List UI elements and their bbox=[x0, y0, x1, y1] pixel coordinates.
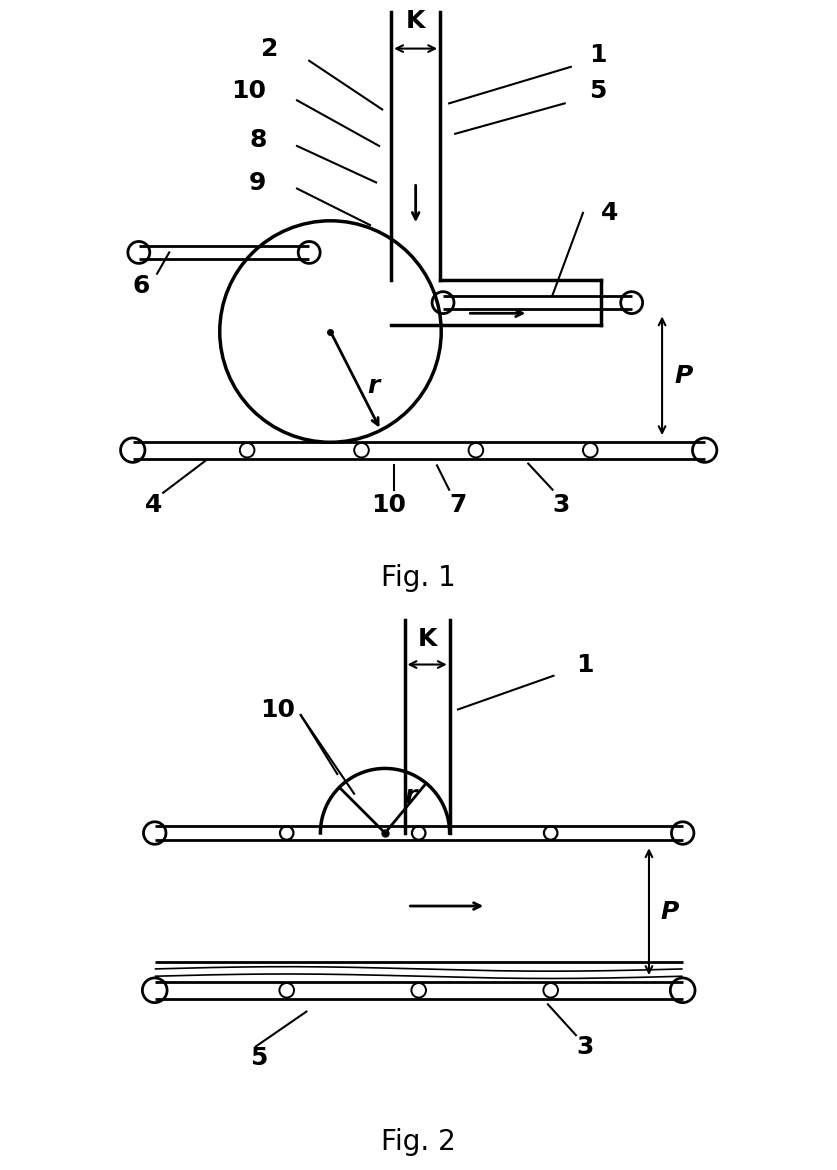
Text: 3: 3 bbox=[576, 1034, 593, 1059]
Text: K: K bbox=[417, 626, 437, 651]
Text: P: P bbox=[674, 364, 692, 388]
Text: r: r bbox=[367, 374, 379, 398]
Text: 5: 5 bbox=[588, 80, 606, 103]
Text: 6: 6 bbox=[133, 274, 150, 298]
Text: K: K bbox=[406, 9, 425, 34]
Text: 8: 8 bbox=[249, 128, 266, 152]
Text: 10: 10 bbox=[232, 80, 266, 103]
Text: Fig. 2: Fig. 2 bbox=[381, 1128, 456, 1156]
Text: 5: 5 bbox=[250, 1046, 268, 1069]
Text: 7: 7 bbox=[449, 493, 466, 517]
Text: 1: 1 bbox=[588, 43, 606, 67]
Text: r: r bbox=[404, 784, 417, 807]
Text: 1: 1 bbox=[576, 653, 593, 676]
Text: 10: 10 bbox=[371, 493, 406, 517]
Text: 3: 3 bbox=[552, 493, 570, 517]
Text: 4: 4 bbox=[601, 201, 619, 225]
Text: Fig. 1: Fig. 1 bbox=[381, 564, 456, 592]
Text: 4: 4 bbox=[145, 493, 162, 517]
Text: 2: 2 bbox=[261, 36, 279, 61]
Text: 10: 10 bbox=[260, 697, 295, 722]
Text: P: P bbox=[660, 900, 678, 923]
Text: 9: 9 bbox=[249, 171, 266, 194]
